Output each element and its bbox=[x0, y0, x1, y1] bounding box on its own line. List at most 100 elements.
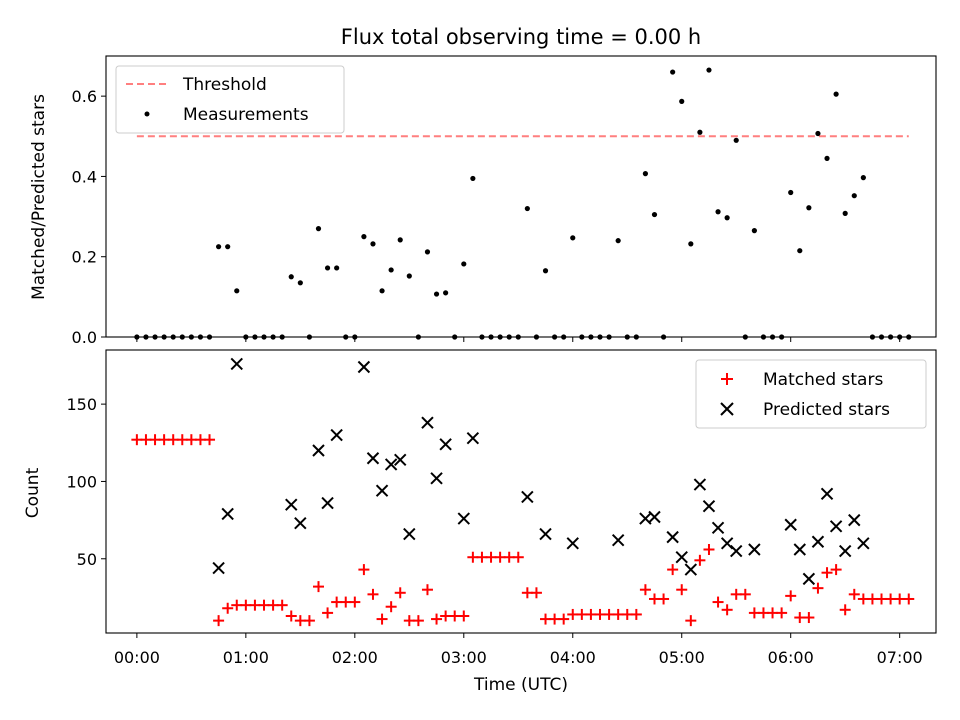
measurement-point bbox=[751, 228, 757, 234]
matched-star-point bbox=[558, 613, 570, 625]
predicted-star-point bbox=[285, 498, 298, 511]
matched-star-point bbox=[349, 596, 361, 608]
measurement-point bbox=[433, 291, 440, 297]
matched-star-point bbox=[776, 607, 788, 619]
predicted-star-point bbox=[439, 438, 452, 451]
matched-star-point bbox=[512, 551, 524, 563]
predicted-star-point bbox=[675, 551, 688, 564]
predicted-star-point bbox=[521, 490, 534, 504]
predicted-star-point bbox=[820, 487, 834, 501]
top-y-tick: 0.4 bbox=[72, 167, 106, 186]
measurement-point bbox=[234, 288, 240, 294]
measurement-point bbox=[651, 211, 658, 218]
measurement-point bbox=[324, 265, 331, 271]
top-y-tick: 0.6 bbox=[72, 87, 106, 106]
bottom-x-axis-label: Time (UTC) bbox=[473, 675, 568, 695]
predicted-star-point bbox=[793, 543, 806, 556]
measurement-point bbox=[406, 273, 412, 279]
matched-star-point bbox=[667, 564, 679, 576]
bottom-y-tick-label: 50 bbox=[77, 550, 97, 569]
measurement-point bbox=[216, 244, 222, 250]
predicted-star-point bbox=[702, 499, 716, 513]
matched-star-point bbox=[630, 608, 642, 620]
bottom-x-tick: 04:00 bbox=[550, 633, 596, 667]
measurement-point bbox=[679, 98, 685, 104]
matched-star-point bbox=[676, 584, 688, 596]
top-y-axis-label: Matched/Predicted stars bbox=[29, 94, 49, 300]
matched-star-point bbox=[303, 615, 315, 627]
threshold-legend-label: Threshold bbox=[182, 75, 267, 95]
bottom-y-tick: 50 bbox=[77, 550, 106, 569]
matched-star-point bbox=[703, 543, 715, 555]
measurement-point bbox=[615, 238, 621, 244]
matched-star-point bbox=[312, 581, 324, 593]
bottom-x-tick: 05:00 bbox=[659, 633, 705, 667]
bottom-x-tick-label: 06:00 bbox=[768, 648, 814, 667]
measurement-point bbox=[797, 248, 803, 254]
bottom-y-tick: 100 bbox=[66, 472, 106, 491]
measurement-point bbox=[397, 237, 403, 243]
matched-star-point bbox=[839, 604, 851, 616]
predicted-star-point bbox=[394, 453, 407, 467]
top-y-tick: 0.2 bbox=[72, 248, 106, 267]
bottom-legend-box bbox=[695, 359, 927, 429]
bottom-y-tick-label: 100 bbox=[66, 472, 97, 491]
predicted-star-point bbox=[838, 544, 852, 558]
bottom-x-tick: 07:00 bbox=[877, 633, 923, 667]
top-y-tick-label: 0.2 bbox=[72, 248, 97, 267]
matched-star-point bbox=[458, 610, 470, 622]
bottom-x-tick: 00:00 bbox=[114, 633, 160, 667]
bottom-y-tick: 150 bbox=[66, 395, 106, 414]
predicted-star-point bbox=[802, 572, 816, 586]
measurement-point bbox=[688, 241, 694, 247]
predicted-star-point bbox=[357, 360, 371, 374]
matched-star-point bbox=[367, 588, 379, 600]
predicted-legend-label: Predicted stars bbox=[763, 400, 890, 420]
bottom-x-tick-label: 04:00 bbox=[550, 648, 596, 667]
measurement-point bbox=[288, 274, 294, 280]
measurement-point bbox=[706, 67, 712, 73]
predicted-star-point bbox=[312, 444, 325, 457]
predicted-star-point bbox=[711, 521, 725, 535]
bottom-x-tick-label: 03:00 bbox=[441, 648, 487, 667]
predicted-star-point bbox=[539, 527, 552, 541]
predicted-star-point bbox=[611, 534, 625, 547]
measurement-point bbox=[388, 267, 394, 273]
predicted-star-point bbox=[666, 530, 679, 544]
predicted-star-point bbox=[384, 458, 398, 471]
top-y-tick-label: 0.6 bbox=[72, 87, 97, 106]
measurements-legend-swatch bbox=[144, 111, 150, 117]
matched-star-point bbox=[376, 613, 388, 625]
bottom-x-tick-label: 00:00 bbox=[114, 648, 160, 667]
bottom-legend: Matched stars Predicted stars bbox=[695, 359, 927, 429]
matched-star-point bbox=[322, 607, 334, 619]
measurement-point bbox=[724, 215, 730, 221]
predicted-star-point bbox=[212, 561, 225, 575]
matched-star-point bbox=[694, 554, 706, 566]
bottom-axes-frame bbox=[105, 349, 937, 634]
predicted-star-point bbox=[230, 357, 243, 371]
bottom-x-tick-label: 01:00 bbox=[223, 648, 269, 667]
bottom-x-tick: 01:00 bbox=[223, 633, 269, 667]
matched-star-point bbox=[394, 587, 406, 599]
measurement-point bbox=[424, 249, 431, 255]
measurement-point bbox=[379, 288, 385, 294]
bottom-x-tick-label: 02:00 bbox=[332, 648, 378, 667]
matched-star-point bbox=[739, 588, 751, 600]
measurement-point bbox=[297, 280, 303, 286]
matched-star-point bbox=[712, 596, 724, 608]
predicted-star-point bbox=[784, 518, 797, 531]
measurement-point bbox=[225, 244, 231, 250]
matched-star-point bbox=[812, 582, 824, 594]
predicted-star-point bbox=[730, 544, 743, 558]
bottom-x-tick: 02:00 bbox=[332, 633, 378, 667]
predicted-star-point bbox=[366, 452, 380, 465]
measurement-point bbox=[788, 189, 794, 196]
matched-star-point bbox=[204, 434, 216, 446]
predicted-star-point bbox=[430, 472, 443, 485]
top-y-tick-label: 0.4 bbox=[72, 167, 97, 186]
predicted-star-point bbox=[375, 484, 389, 497]
matched-star-point bbox=[639, 584, 651, 596]
measurement-point bbox=[851, 193, 857, 199]
